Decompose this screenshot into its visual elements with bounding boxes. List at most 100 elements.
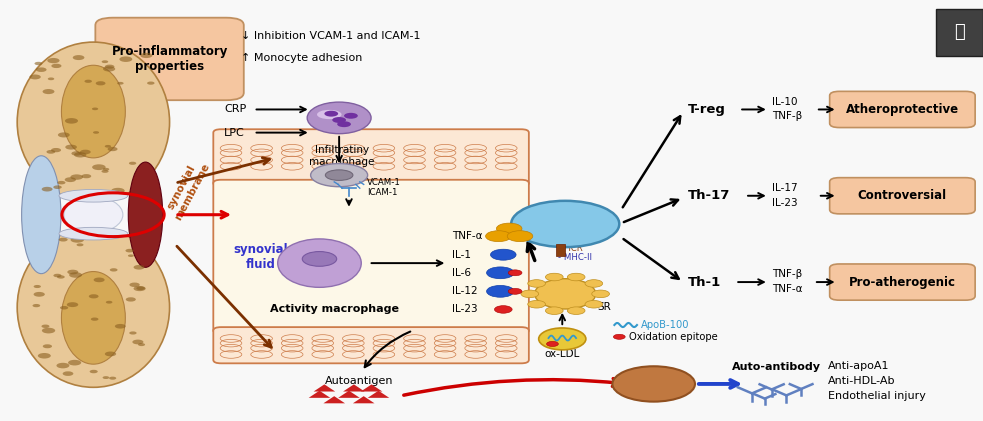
Text: IL-6: IL-6 (452, 268, 471, 278)
Ellipse shape (18, 42, 169, 202)
Circle shape (89, 370, 97, 373)
Circle shape (46, 150, 55, 154)
Circle shape (65, 177, 76, 182)
Circle shape (93, 131, 99, 134)
Circle shape (496, 223, 522, 234)
Circle shape (93, 277, 104, 282)
Text: synovial
fluid: synovial fluid (233, 243, 288, 271)
Circle shape (58, 132, 70, 137)
Circle shape (56, 363, 70, 368)
Circle shape (494, 306, 512, 313)
Text: TNF-α: TNF-α (452, 231, 483, 241)
Circle shape (486, 231, 511, 242)
Ellipse shape (535, 279, 596, 309)
Circle shape (33, 292, 45, 297)
Circle shape (109, 377, 116, 380)
Circle shape (521, 290, 539, 298)
Circle shape (133, 340, 144, 344)
FancyBboxPatch shape (830, 178, 975, 214)
Text: Th-1: Th-1 (688, 276, 722, 288)
FancyBboxPatch shape (556, 244, 565, 256)
Circle shape (115, 324, 126, 328)
Text: ox-LDL: ox-LDL (545, 349, 580, 360)
Polygon shape (353, 396, 375, 403)
Ellipse shape (277, 239, 362, 287)
Ellipse shape (539, 328, 586, 350)
Text: IL-1: IL-1 (452, 250, 471, 260)
FancyBboxPatch shape (213, 327, 529, 363)
Circle shape (32, 304, 40, 307)
Text: IL-12: IL-12 (452, 286, 478, 296)
Circle shape (85, 80, 92, 83)
Circle shape (105, 145, 111, 148)
Polygon shape (314, 384, 335, 392)
Ellipse shape (303, 251, 336, 266)
Circle shape (126, 297, 136, 301)
Circle shape (105, 64, 114, 69)
Text: CRP: CRP (224, 104, 247, 115)
Polygon shape (309, 391, 330, 398)
FancyBboxPatch shape (830, 91, 975, 128)
Circle shape (73, 55, 85, 60)
Text: Endothelial injury: Endothelial injury (828, 391, 926, 401)
Text: APC: APC (546, 286, 571, 296)
Text: ApoB-100: ApoB-100 (641, 320, 689, 330)
Text: - MHC-II: - MHC-II (558, 253, 593, 262)
Text: Anti-apoA1: Anti-apoA1 (828, 361, 890, 371)
Circle shape (103, 66, 115, 72)
Circle shape (546, 273, 563, 281)
Circle shape (72, 151, 82, 156)
Circle shape (119, 56, 133, 62)
Polygon shape (343, 384, 365, 392)
FancyBboxPatch shape (213, 180, 529, 334)
Circle shape (130, 282, 140, 287)
Circle shape (65, 145, 77, 149)
Text: IL-23: IL-23 (772, 197, 797, 208)
Circle shape (65, 118, 78, 124)
Circle shape (528, 301, 546, 308)
Ellipse shape (307, 102, 371, 134)
Circle shape (59, 238, 68, 242)
Ellipse shape (59, 227, 128, 240)
Circle shape (508, 288, 522, 294)
Circle shape (82, 174, 91, 178)
Text: Anti-HDL-Ab: Anti-HDL-Ab (828, 376, 896, 386)
Circle shape (42, 344, 52, 348)
Text: Oxidation epitope: Oxidation epitope (629, 332, 718, 342)
Circle shape (51, 64, 62, 68)
Circle shape (105, 352, 116, 356)
Text: Pro-inflammatory
properties: Pro-inflammatory properties (111, 45, 228, 73)
Circle shape (106, 301, 112, 304)
Circle shape (74, 152, 87, 157)
Text: T-reg: T-reg (688, 103, 726, 116)
Circle shape (126, 249, 134, 253)
Text: Activity macrophage: Activity macrophage (269, 304, 399, 314)
Circle shape (111, 188, 125, 194)
Circle shape (101, 60, 108, 63)
Circle shape (110, 268, 118, 272)
Circle shape (592, 290, 609, 298)
Circle shape (42, 328, 55, 333)
Circle shape (102, 376, 109, 379)
Text: TCR: TCR (567, 244, 584, 253)
Text: TNF-α: TNF-α (772, 284, 802, 294)
Polygon shape (323, 396, 345, 403)
Text: VCAM-1
ICAM-1: VCAM-1 ICAM-1 (367, 178, 400, 197)
Circle shape (77, 243, 84, 246)
Circle shape (528, 280, 546, 287)
Text: SR: SR (598, 302, 611, 312)
Circle shape (68, 360, 82, 365)
Circle shape (57, 275, 65, 279)
Circle shape (63, 371, 74, 376)
Circle shape (80, 150, 90, 154)
Circle shape (95, 81, 105, 85)
Circle shape (88, 236, 96, 240)
Circle shape (546, 307, 563, 314)
FancyBboxPatch shape (936, 9, 983, 56)
Circle shape (585, 280, 603, 287)
Circle shape (147, 82, 154, 85)
Text: Th-17: Th-17 (688, 189, 730, 202)
Circle shape (92, 107, 98, 110)
Text: B-cell: B-cell (636, 379, 671, 389)
Circle shape (67, 270, 79, 274)
